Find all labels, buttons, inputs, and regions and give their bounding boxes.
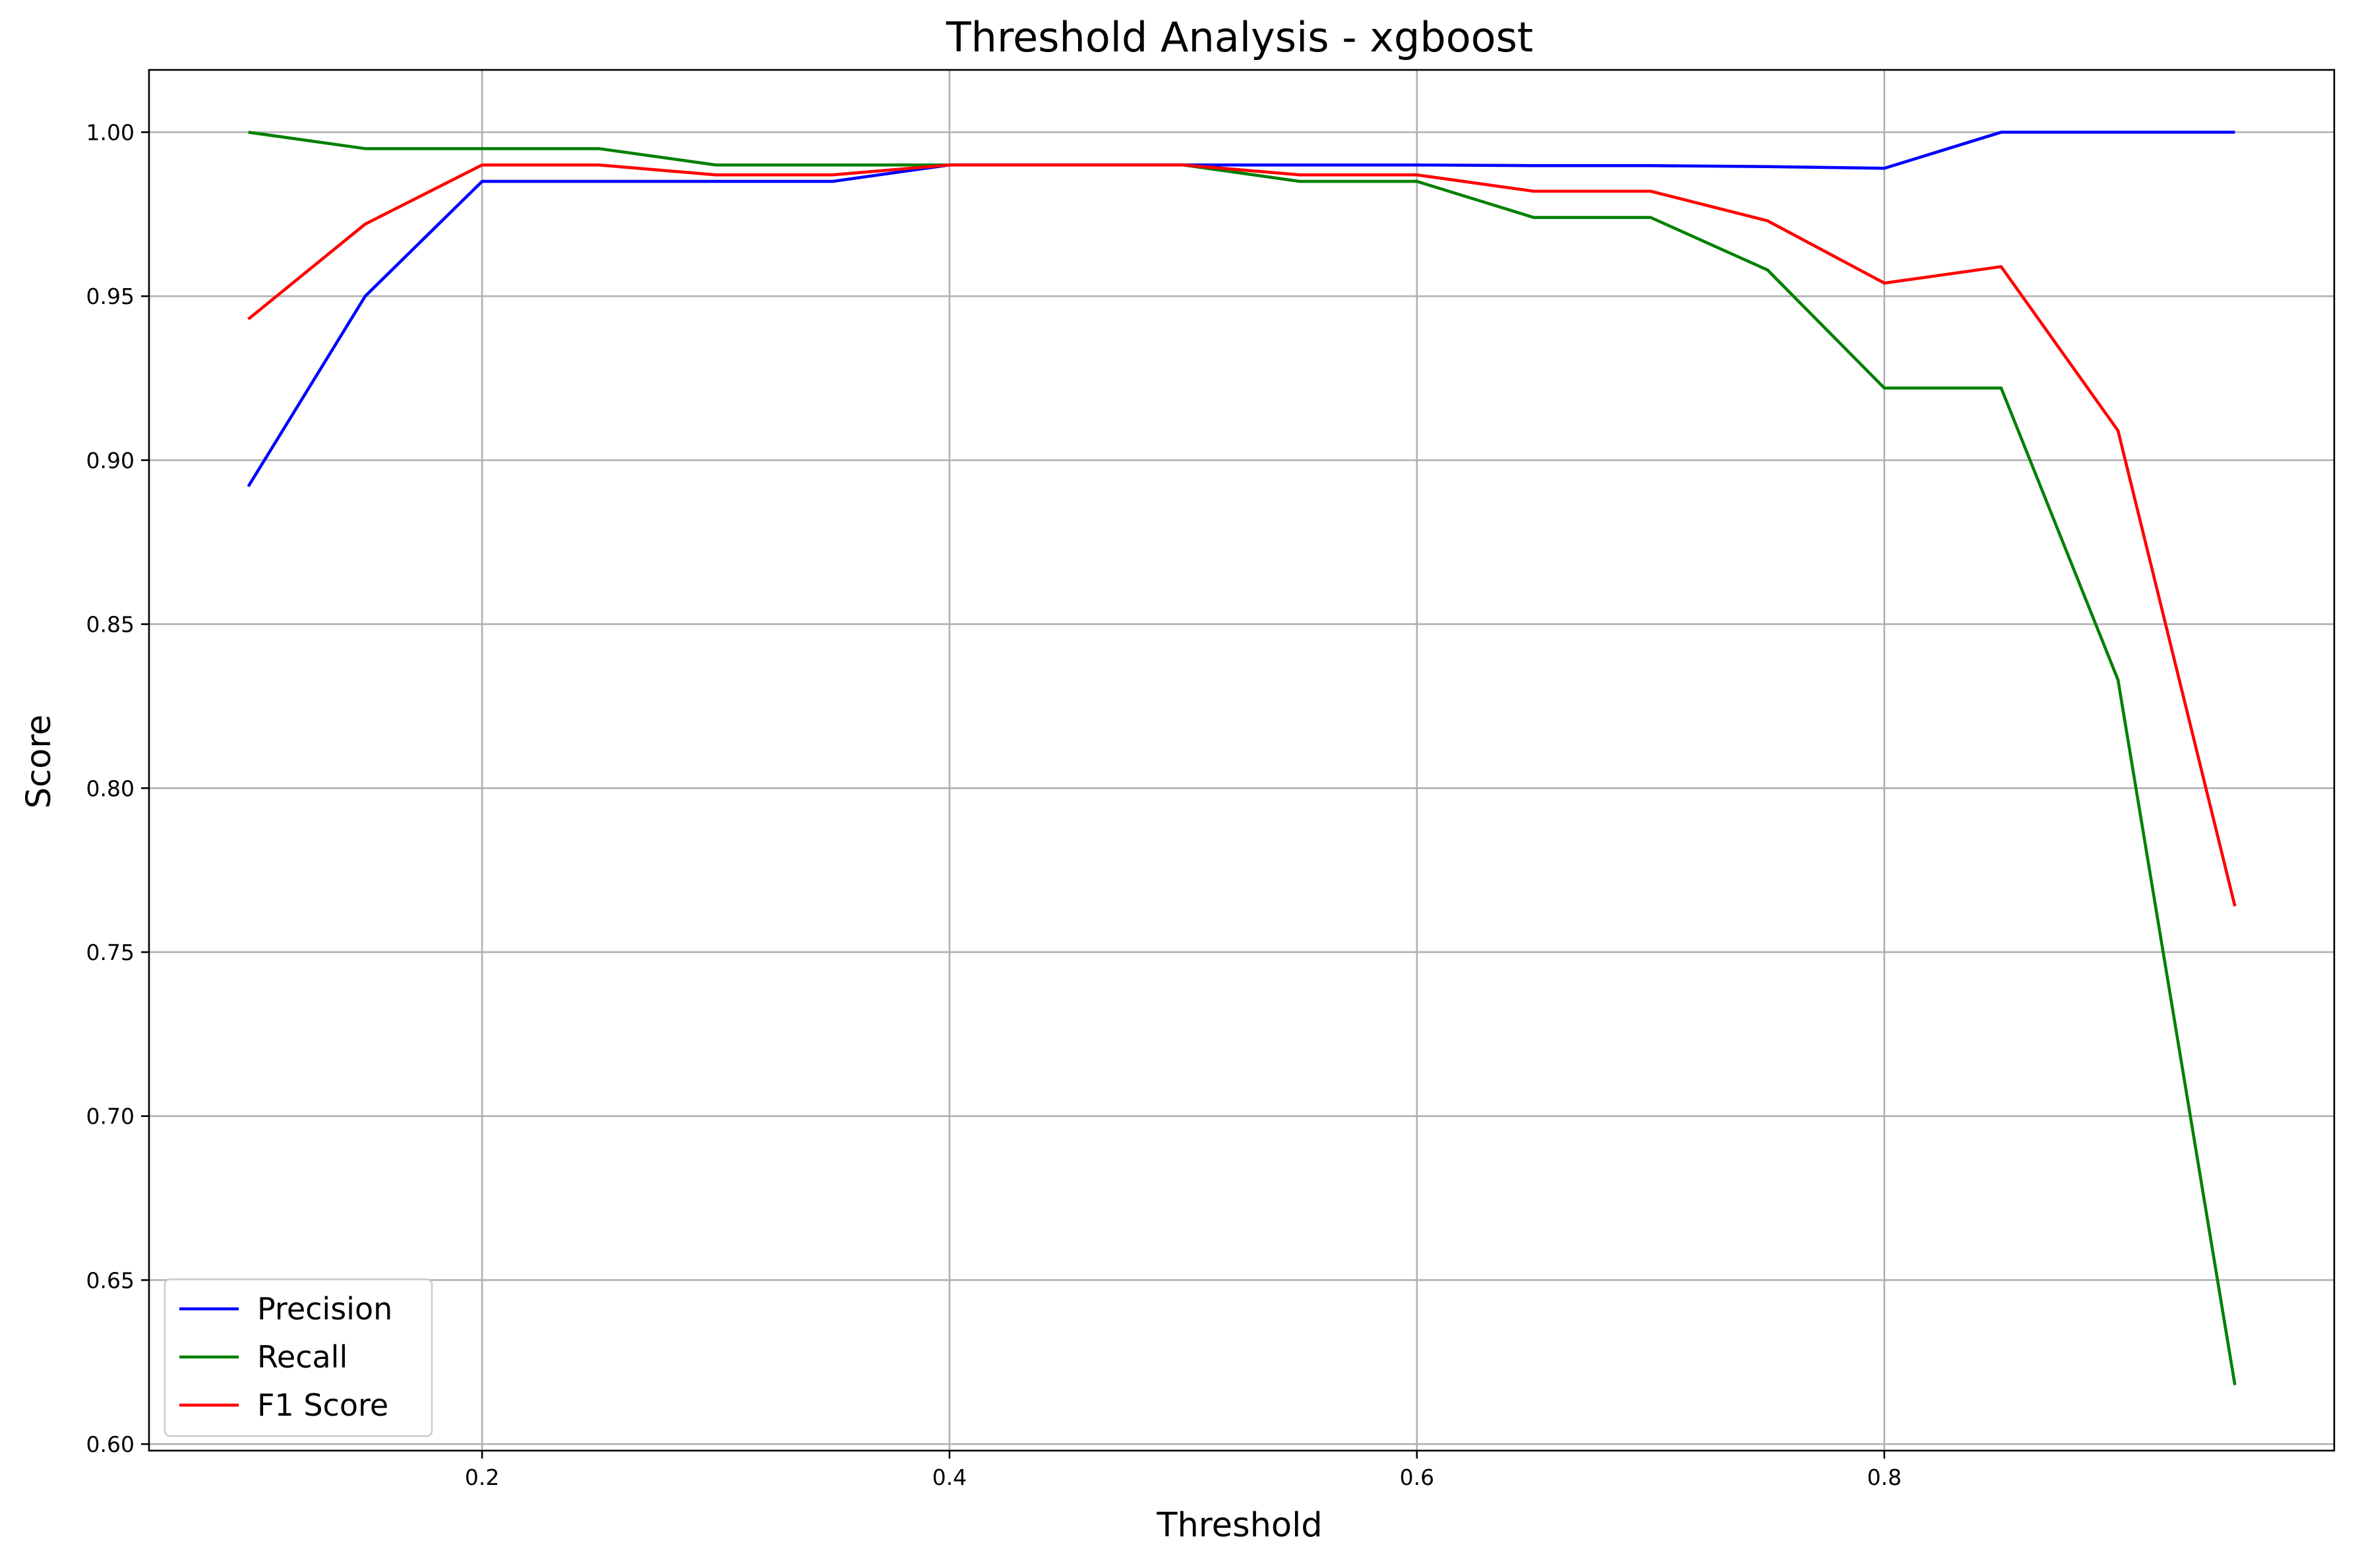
y-tick-label: 0.60: [86, 1432, 135, 1457]
y-tick-label: 0.70: [86, 1104, 135, 1130]
series-line-f1-score: [247, 163, 2237, 907]
x-tick-label: 0.4: [932, 1464, 967, 1490]
x-axis-title: Threshold: [1156, 1506, 1322, 1545]
legend-label: Recall: [257, 1339, 347, 1375]
series-layer: [247, 131, 2237, 1385]
plot-frame: [148, 69, 2336, 1452]
series-line-recall: [248, 131, 2237, 1385]
legend-label: Precision: [257, 1291, 392, 1327]
chart-title: Threshold Analysis - xgboost: [946, 13, 1533, 61]
x-tick-label: 0.2: [465, 1464, 499, 1490]
legend: Precision Recall F1 Score: [164, 1278, 433, 1437]
y-tick-label: 0.65: [86, 1267, 135, 1293]
tick-layer: 0.2 0.4 0.6 0.8 0.60 0.65 0.70 0.75 0.80 0.85 0.90…: [86, 120, 1902, 1490]
x-tick-label: 0.6: [1400, 1464, 1434, 1490]
grid-layer: [149, 70, 2334, 1451]
legend-label: F1 Score: [257, 1387, 388, 1423]
y-tick-label: 0.90: [86, 448, 135, 473]
y-tick-label: 0.80: [86, 775, 135, 801]
series-line-precision: [247, 131, 2235, 487]
y-tick-label: 1.00: [86, 120, 135, 146]
y-tick-label: 0.75: [86, 940, 135, 965]
legend-box: [164, 1278, 433, 1437]
y-tick-label: 0.95: [86, 284, 135, 309]
y-tick-label: 0.85: [86, 612, 135, 638]
x-tick-label: 0.8: [1867, 1464, 1901, 1490]
y-axis-title: Score: [20, 715, 59, 809]
